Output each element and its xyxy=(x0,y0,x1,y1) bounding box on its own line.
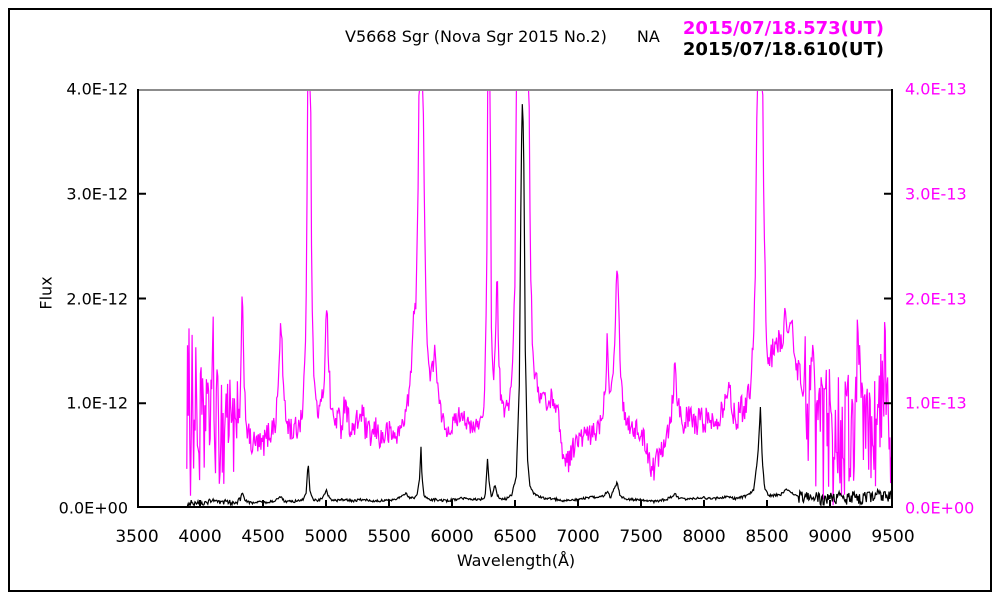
right-axis-tick-label: 1.0E-13 xyxy=(905,393,967,413)
right-axis-tick-label: 2.0E-13 xyxy=(905,289,967,308)
x-axis-tick-label: 4000 xyxy=(178,527,222,547)
x-axis-tick-label: 7500 xyxy=(619,527,663,547)
legend-date-black: 2015/07/18.610(UT) xyxy=(682,39,884,60)
spectrum-trace-black xyxy=(186,104,893,508)
left-axis-tick-label: 2.0E-12 xyxy=(66,289,128,308)
x-axis-tick-label: 3500 xyxy=(115,527,159,547)
right-axis-tick-label: 0.0E+00 xyxy=(905,498,975,518)
x-axis-tick-label: 9500 xyxy=(871,527,915,547)
left-axis-tick-label: 4.0E-12 xyxy=(66,79,128,99)
legend: 2015/07/18.573(UT) 2015/07/18.610(UT) xyxy=(683,18,884,60)
x-axis-title: Wavelength(Å) xyxy=(456,551,576,570)
x-axis-tick-label: 6500 xyxy=(493,527,537,547)
legend-date-magenta: 2015/07/18.573(UT) xyxy=(682,18,884,39)
x-axis-tick-label: 5000 xyxy=(304,527,348,547)
x-axis-tick-label: 7000 xyxy=(556,527,600,547)
left-axis-tick-label: 0.0E+00 xyxy=(58,498,128,518)
left-axis-tick-label: 1.0E-12 xyxy=(66,393,128,413)
right-axis-tick-label: 3.0E-13 xyxy=(905,184,967,204)
spectrum-trace-magenta xyxy=(186,89,893,506)
page-title: V5668 Sgr (Nova Sgr 2015 No.2) NA xyxy=(345,27,660,46)
na-annotation: NA xyxy=(636,27,660,46)
chart-title-text: V5668 Sgr (Nova Sgr 2015 No.2) xyxy=(345,27,607,46)
x-axis-tick-label: 9000 xyxy=(808,527,852,547)
x-axis-tick-label: 4500 xyxy=(241,527,285,547)
x-axis-tick-label: 8500 xyxy=(745,527,789,547)
left-axis-tick-label: 3.0E-12 xyxy=(66,184,128,204)
x-axis-tick-label: 5500 xyxy=(367,527,411,547)
plot-area xyxy=(137,89,893,508)
y-axis-title: Flux xyxy=(36,276,56,310)
x-axis-tick-label: 6000 xyxy=(430,527,474,547)
x-axis-tick-label: 8000 xyxy=(682,527,726,547)
right-axis-tick-label: 4.0E-13 xyxy=(905,79,967,99)
